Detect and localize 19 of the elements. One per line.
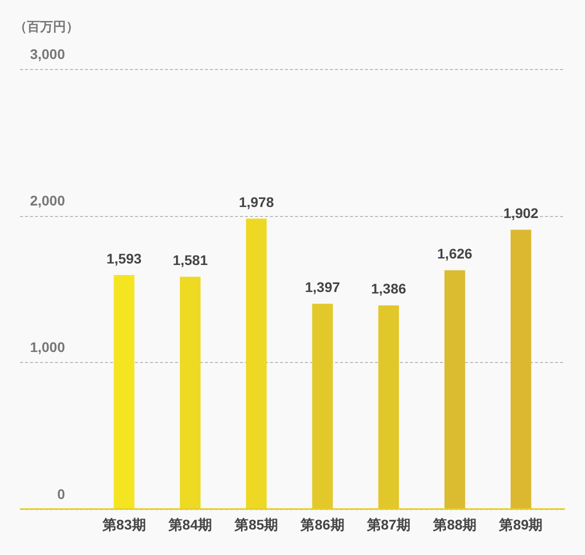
data-label: 1,581 — [172, 252, 208, 268]
x-tick-label: 第84期 — [167, 516, 212, 532]
data-label: 1,978 — [238, 194, 274, 210]
data-label: 1,902 — [503, 205, 539, 222]
data-label: 1,397 — [304, 279, 340, 296]
x-tick-label: 第83期 — [101, 516, 146, 532]
y-tick-label: 1,000 — [30, 339, 66, 356]
y-tick-label: 0 — [57, 486, 66, 502]
x-tick-label: 第89期 — [498, 516, 543, 532]
data-label: 1,593 — [106, 250, 142, 266]
x-tick-label: 第86期 — [300, 516, 344, 532]
x-tick-label: 第85期 — [234, 516, 278, 532]
x-tick-label: 第88期 — [432, 516, 477, 532]
y-tick-label: 2,000 — [30, 192, 66, 209]
y-axis-title: （百万円） — [14, 19, 79, 36]
data-label: 1,626 — [437, 246, 473, 262]
data-label: 1,386 — [371, 280, 406, 297]
y-tick-label: 3,000 — [30, 46, 66, 62]
x-tick-label: 第87期 — [366, 516, 410, 532]
